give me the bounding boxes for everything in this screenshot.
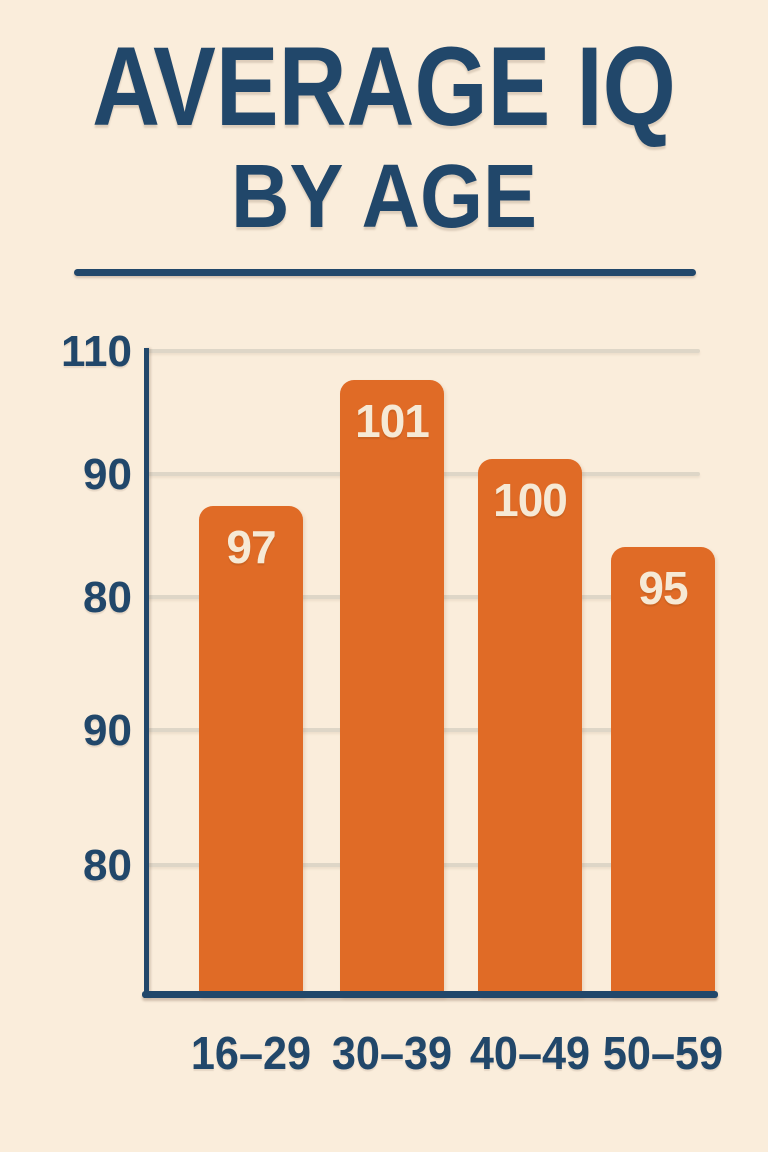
y-tick-label: 110: [61, 327, 132, 376]
x-tick-label: 16–29: [190, 1027, 312, 1079]
x-tick-label: 40–49: [469, 1027, 591, 1079]
x-tick-label: 30–39: [331, 1027, 453, 1079]
bar: 100: [478, 459, 582, 997]
x-axis-line: [142, 991, 718, 998]
bar: 95: [611, 547, 715, 997]
chart-subtitle: BY AGE: [230, 147, 538, 247]
y-axis-line: [144, 348, 149, 998]
x-tick-label: 50–59: [602, 1027, 724, 1079]
y-tick-label: 90: [83, 450, 132, 499]
gridline: [148, 349, 700, 353]
bar-value-label: 101: [355, 395, 430, 447]
title-divider: [74, 269, 696, 276]
bar-value-label: 97: [226, 521, 276, 573]
chart-title: AVERAGE IQ: [92, 24, 676, 149]
y-tick-label: 90: [83, 706, 132, 755]
bar-value-label: 100: [493, 474, 568, 526]
bar-value-label: 95: [638, 562, 688, 614]
bar: 101: [340, 380, 444, 997]
bar: 97: [199, 506, 303, 997]
y-tick-label: 80: [83, 573, 132, 622]
y-tick-label: 80: [83, 841, 132, 890]
